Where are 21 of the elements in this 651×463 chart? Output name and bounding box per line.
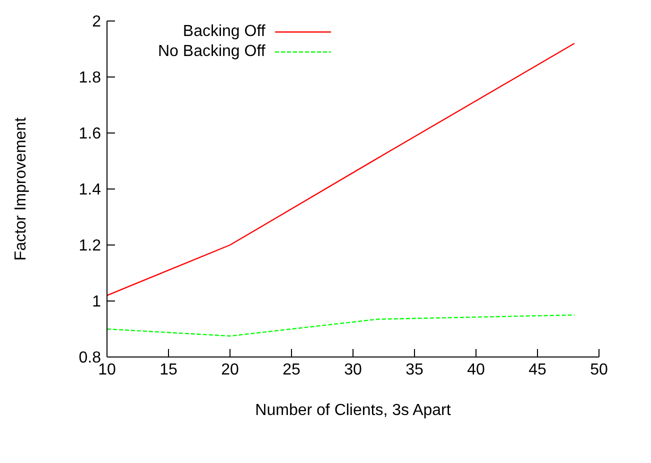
line-series [107,42,575,296]
y-tick-label: 2 [92,14,102,31]
y-axis-title: Factor Improvement [12,116,30,261]
line-series [107,314,575,337]
x-tick-label: 35 [406,361,424,378]
x-tick-label: 10 [98,361,116,378]
x-tick-label: 40 [467,361,485,378]
y-tick-label: 1.6 [78,126,102,143]
x-tick-label: 45 [528,361,546,378]
y-tick-label: 1.4 [78,182,102,199]
y-tick-label: 1 [92,294,102,311]
y-tick-label: 1.2 [78,238,102,255]
x-tick-label: 15 [160,361,178,378]
legend-label: No Backing Off [158,43,266,61]
x-tick-label: 25 [282,361,300,378]
x-axis-title: Number of Clients, 3s Apart [255,402,452,419]
legend-label: Backing Off [182,23,266,41]
y-tick-label: 1.8 [78,70,102,87]
x-tick-label: 20 [221,361,239,378]
x-tick-label: 30 [344,361,362,378]
x-tick-label: 50 [590,361,608,378]
